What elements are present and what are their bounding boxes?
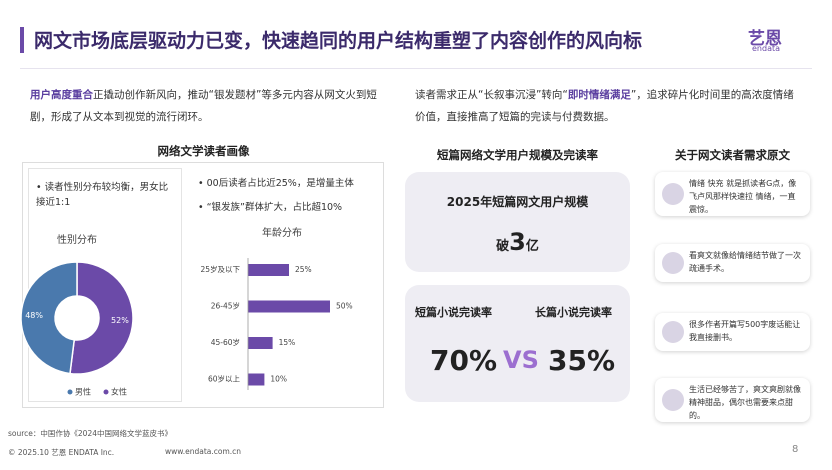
scale-card: [405, 172, 630, 272]
avatar: [662, 389, 684, 411]
bar: [248, 264, 289, 276]
source: source：中国作协《2024中国网络文学蓝皮书》: [8, 429, 172, 438]
quote-text: 情绪 快充 就是抓读者G点，像飞卢风那样快速拉 情绪，一直震惊。: [689, 179, 797, 214]
number: 3: [509, 228, 526, 256]
copyright: © 2025.10 艺恩 ENDATA Inc.: [8, 448, 115, 457]
portrait-box: [22, 162, 384, 408]
logo: 艺恩: [748, 29, 782, 49]
intro-right: 读者需求正从“长叙事沉浸”转向“即时情绪满足”，追求碎片化时间里的高浓度情绪价值…: [415, 84, 800, 128]
bullet-text: “银发族”群体扩大，占比超10%: [206, 202, 343, 213]
quote-card: 很多作者开篇写500字废话能让我直接删书。: [655, 313, 810, 351]
quote-card: 生活已经够苦了，爽文爽剧就像精神甜品，偶尔也需要来点甜的。: [655, 378, 810, 422]
highlight: 即时情绪满足: [567, 89, 631, 101]
intro-left: 用户高度重合正撬动创作新风向，推动“银发题材”等多元内容从网文火到短剧，形成了从…: [30, 84, 380, 128]
legend-label: 男性: [75, 387, 91, 397]
divider: [20, 68, 812, 69]
quote-card: 情绪 快充 就是抓读者G点，像飞卢风那样快速拉 情绪，一直震惊。: [655, 172, 810, 216]
highlight: 用户高度重合: [30, 89, 93, 101]
value-label: 25%: [295, 265, 312, 274]
quote-text: 很多作者开篇写500字废话能让我直接删书。: [689, 320, 801, 342]
avatar: [662, 252, 684, 274]
y-tick-label: 45-60岁: [211, 337, 240, 347]
bar: [248, 373, 265, 386]
vs: VS: [503, 346, 539, 374]
value-label: 52%: [111, 316, 129, 325]
short-label: 短篇小说完读率: [415, 306, 492, 319]
bar: [248, 300, 330, 313]
card-title: 2025年短篇网文用户规模: [446, 195, 589, 209]
user-scale: 破3亿: [405, 228, 630, 256]
bullet-text: 00后读者占比近25%，是增量主体: [206, 178, 354, 189]
avatar: [662, 183, 684, 205]
section-title: 关于网文读者需求原文: [675, 148, 790, 162]
gender-bullet: • 读者性别分布较均衡，男女比接近1:1: [36, 182, 169, 208]
chart-title: 年龄分布: [262, 226, 302, 239]
page-number: 8: [792, 444, 799, 455]
quote-card: 看爽文就像给情绪结节做了一次疏通手术。: [655, 244, 810, 282]
prefix: 破: [496, 239, 510, 254]
legend-label: 女性: [111, 387, 127, 397]
age-bullet: • 00后读者占比近25%，是增量主体: [198, 178, 354, 189]
website: www.endata.com.cn: [165, 447, 242, 456]
quote-text: 生活已经够苦了，爽文爽剧就像精神甜品，偶尔也需要来点甜的。: [689, 385, 801, 420]
legend-swatch: [103, 389, 109, 395]
short-value: 70%: [430, 344, 498, 377]
unit: 亿: [525, 239, 539, 254]
title-accent: [20, 27, 24, 53]
bullet-text: 读者性别分布较均衡，男女比接近1:1: [36, 182, 169, 208]
intro-text: 正撬动创作新风向，推动“银发题材”等多元内容从网文火到短剧，形成了从文本到视觉的…: [30, 89, 377, 123]
logo-en: endata: [752, 44, 781, 53]
avatar: [662, 321, 684, 343]
value-label: 48%: [25, 311, 43, 320]
section-title: 网络文学读者画像: [157, 144, 250, 158]
y-tick-label: 60岁以上: [208, 374, 241, 384]
intro-text: 读者需求正从“长叙事沉浸”转向“: [415, 89, 568, 101]
value-label: 15%: [279, 338, 296, 347]
long-value: 35%: [548, 344, 616, 377]
value-label: 50%: [336, 302, 353, 311]
gender-box: [28, 168, 182, 402]
intro-text: ”，追求碎片化时间里的高浓度情绪价值，直接推高了短篇的完读与付费数据。: [415, 89, 794, 123]
chart-title: 性别分布: [57, 233, 97, 246]
pie-slice: [20, 261, 78, 375]
section-title: 短篇网络文学用户规模及完读率: [437, 148, 598, 162]
legend-swatch: [67, 389, 73, 395]
pie-slice: [69, 261, 134, 375]
rate-card: [405, 285, 630, 402]
long-label: 长篇小说完读率: [535, 306, 612, 319]
bar: [248, 337, 273, 349]
slide-title: 网文市场底层驱动力已变，快速趋同的用户结构重塑了内容创作的风向标: [34, 30, 643, 52]
y-tick-label: 25岁及以下: [200, 264, 240, 274]
quote-text: 看爽文就像给情绪结节做了一次疏通手术。: [689, 251, 801, 273]
y-tick-label: 26-45岁: [211, 301, 240, 311]
value-label: 10%: [270, 375, 287, 384]
age-bullet: • “银发族”群体扩大，占比超10%: [198, 202, 343, 213]
